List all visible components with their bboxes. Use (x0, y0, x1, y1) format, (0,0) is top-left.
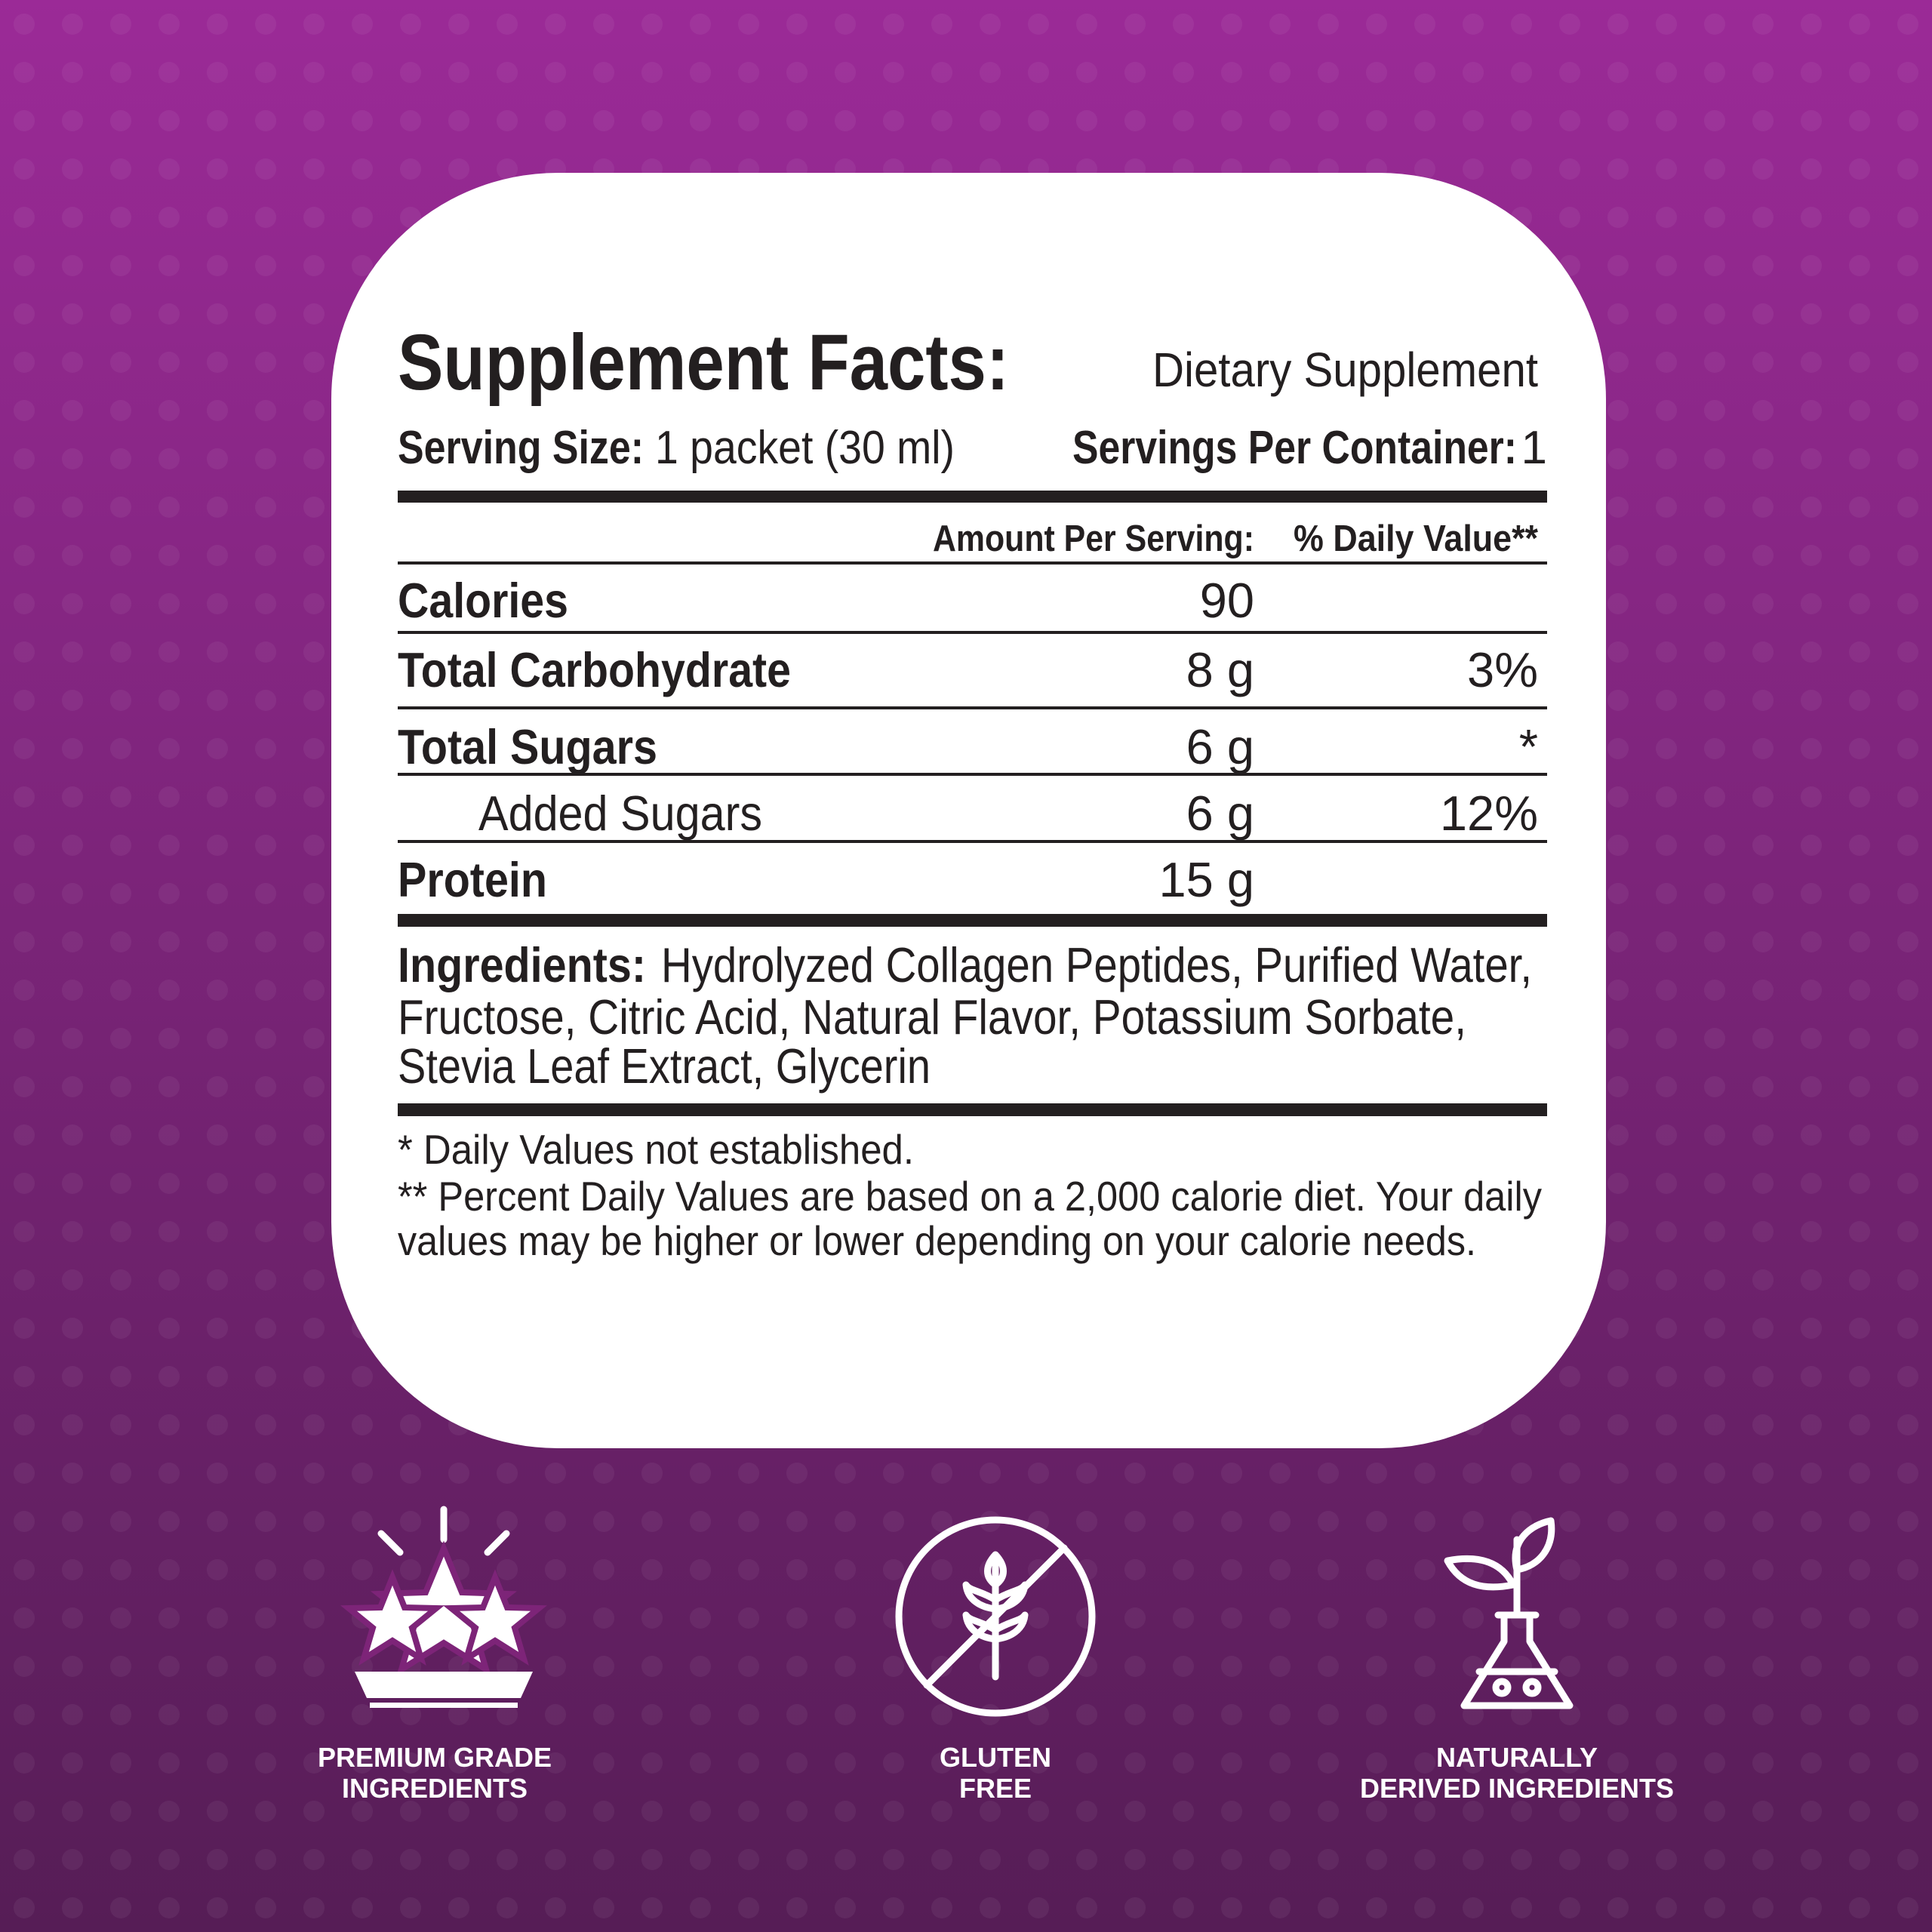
serving-size-value: 1 packet (30 ml) (655, 422, 955, 474)
row-label: Calories (398, 573, 568, 628)
row-amount: 6 g (1186, 786, 1254, 841)
row-daily-value: 3% (1467, 642, 1538, 697)
servings-value: 1 (1521, 422, 1547, 474)
thick-rule (398, 1103, 1547, 1116)
subtitle: Dietary Supplement (1152, 343, 1538, 397)
footnote: * Daily Values not established. (398, 1126, 914, 1173)
rule (398, 773, 1547, 776)
ingredients-label: Ingredients: (398, 937, 646, 992)
badge-label: DERIVED INGREDIENTS (1360, 1773, 1674, 1804)
thick-rule (398, 491, 1547, 503)
rule (398, 631, 1547, 634)
footnote: ** Percent Daily Values are based on a 2… (398, 1173, 1542, 1220)
row-label: Protein (398, 852, 547, 907)
row-amount: 8 g (1186, 642, 1254, 697)
gluten-free-icon (895, 1516, 1096, 1717)
serving-size-label: Serving Size: (398, 422, 644, 474)
title: Supplement Facts: (398, 318, 1009, 407)
rule (398, 840, 1547, 843)
badge-label: PREMIUM GRADE (318, 1742, 552, 1773)
row-daily-value: 12% (1440, 786, 1538, 841)
badge-label: FREE (959, 1773, 1032, 1804)
badge-label: INGREDIENTS (342, 1773, 528, 1804)
flask-plant-icon (1444, 1517, 1574, 1709)
row-label: Total Sugars (398, 719, 657, 774)
rule (398, 706, 1547, 709)
row-amount: 6 g (1186, 719, 1254, 774)
column-header: Amount Per Serving: (933, 518, 1254, 559)
stars-icon (340, 1506, 547, 1708)
badge-label: GLUTEN (940, 1742, 1051, 1773)
rule (398, 561, 1547, 565)
thick-rule (398, 914, 1547, 927)
column-header: % Daily Value** (1294, 518, 1539, 559)
ingredients-text: Hydrolyzed Collagen Peptides, Purified W… (661, 937, 1532, 992)
row-amount: 90 (1200, 573, 1254, 628)
footnote: values may be higher or lower depending … (398, 1217, 1476, 1264)
servings-label: Servings Per Container: (1072, 422, 1517, 474)
badge-label: NATURALLY (1436, 1742, 1598, 1773)
row-label: Total Carbohydrate (398, 642, 791, 697)
ingredients-text: Fructose, Citric Acid, Natural Flavor, P… (398, 989, 1466, 1044)
row-daily-value: * (1519, 719, 1538, 774)
row-label: Added Sugars (478, 786, 762, 841)
ingredients-text: Stevia Leaf Extract, Glycerin (398, 1038, 931, 1094)
row-amount: 15 g (1158, 852, 1254, 907)
